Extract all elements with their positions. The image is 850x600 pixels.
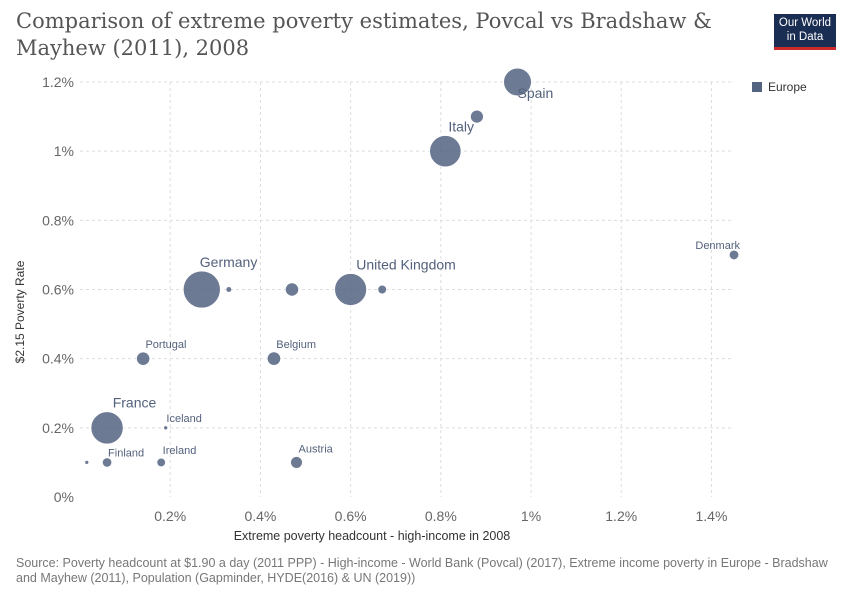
data-point-portugal[interactable]	[136, 351, 151, 366]
point-label: Finland	[108, 447, 144, 459]
data-point-france[interactable]	[90, 411, 124, 445]
y-tick-label: 0.4%	[42, 351, 74, 367]
y-tick-label: 1%	[54, 143, 74, 159]
grid-lines	[80, 81, 734, 497]
point-label: Ireland	[163, 445, 197, 457]
data-point[interactable]	[84, 460, 90, 465]
point-labels: Germany France United Kingdom Italy Spain Bel…	[108, 85, 740, 460]
x-tick-label: 1%	[521, 508, 541, 524]
point-label: Iceland	[166, 413, 201, 425]
x-tick-label: 0.4%	[244, 508, 276, 524]
source-note: Source: Poverty headcount at $1.90 a day…	[16, 556, 828, 585]
data-point-denmark[interactable]	[728, 249, 740, 261]
data-point-spain[interactable]	[503, 67, 532, 97]
data-point[interactable]	[285, 282, 299, 297]
data-point-belgium[interactable]	[266, 351, 282, 366]
point-label: United Kingdom	[356, 257, 456, 273]
point-label: Portugal	[145, 339, 186, 351]
x-tick-label: 0.6%	[335, 508, 367, 524]
point-label: Spain	[518, 85, 554, 101]
point-label: Italy	[448, 118, 474, 134]
data-point[interactable]	[225, 286, 233, 293]
data-point-finland[interactable]	[102, 457, 113, 468]
y-tick-label: 1.2%	[42, 74, 74, 90]
y-axis-ticks: 0% 0.2% 0.4% 0.6% 0.8% 1% 1.2%	[42, 74, 74, 505]
x-axis-label: Extreme poverty headcount - high-income …	[234, 529, 511, 543]
legend-label: Europe	[768, 80, 807, 94]
x-tick-label: 1.2%	[605, 508, 637, 524]
x-tick-label: 0.8%	[425, 508, 457, 524]
y-tick-label: 0.2%	[42, 420, 74, 436]
data-point-united-kingdom[interactable]	[334, 273, 367, 306]
y-tick-label: 0.8%	[42, 212, 74, 228]
chart-title: Comparison of extreme poverty estimates,…	[16, 9, 712, 60]
point-label: Germany	[200, 254, 258, 270]
data-point-italy[interactable]	[429, 135, 462, 168]
point-label: Belgium	[276, 339, 316, 351]
data-point-germany[interactable]	[182, 270, 221, 309]
legend-swatch	[752, 82, 762, 92]
data-point-austria[interactable]	[290, 456, 303, 469]
y-tick-label: 0%	[54, 489, 74, 505]
y-axis-label: $2.15 Poverty Rate	[13, 260, 27, 363]
logo-line-2: in Data	[786, 31, 824, 43]
x-tick-label: 0.2%	[154, 508, 186, 524]
data-point[interactable]	[470, 109, 484, 124]
y-tick-label: 0.6%	[42, 282, 74, 298]
legend-europe[interactable]: Europe	[752, 80, 807, 94]
point-label: Austria	[299, 444, 334, 456]
point-label: Denmark	[695, 240, 740, 252]
data-point-ireland[interactable]	[156, 457, 166, 468]
x-axis-ticks: 0.2% 0.4% 0.6% 0.8% 1% 1.2% 1.4%	[154, 508, 727, 524]
data-point-iceland[interactable]	[163, 425, 169, 431]
logo-line-1: Our World	[778, 17, 832, 29]
x-tick-label: 1.4%	[695, 508, 727, 524]
data-point[interactable]	[377, 284, 387, 295]
owid-logo[interactable]: Our World in Data	[774, 14, 836, 50]
data-points	[84, 67, 740, 469]
point-label: France	[113, 395, 157, 411]
